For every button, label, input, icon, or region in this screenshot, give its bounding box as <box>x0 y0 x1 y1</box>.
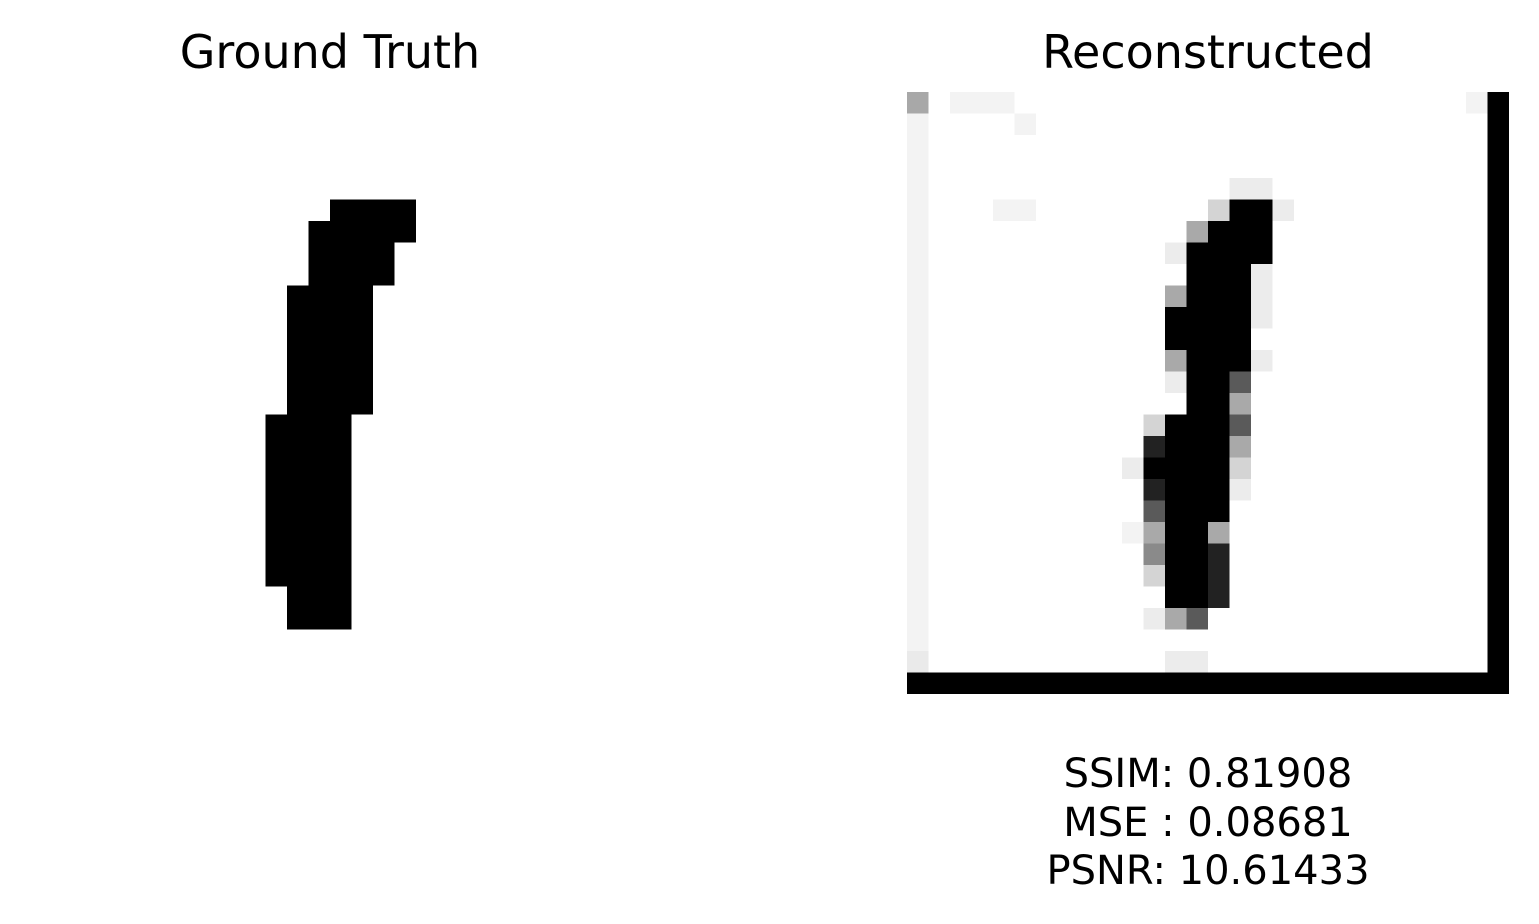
reconstructed-digit-image <box>907 92 1509 694</box>
psnr-metric: PSNR: 10.61433 <box>1046 848 1370 894</box>
ground-truth-title: Ground Truth <box>179 25 481 79</box>
ground-truth-digit-image <box>29 92 631 694</box>
ssim-metric: SSIM: 0.81908 <box>1063 751 1353 797</box>
reconstructed-title: Reconstructed <box>1042 25 1374 79</box>
mse-metric: MSE : 0.08681 <box>1063 799 1353 846</box>
metrics-caption: SSIM: 0.81908 MSE : 0.08681 PSNR: 10.614… <box>958 750 1458 896</box>
